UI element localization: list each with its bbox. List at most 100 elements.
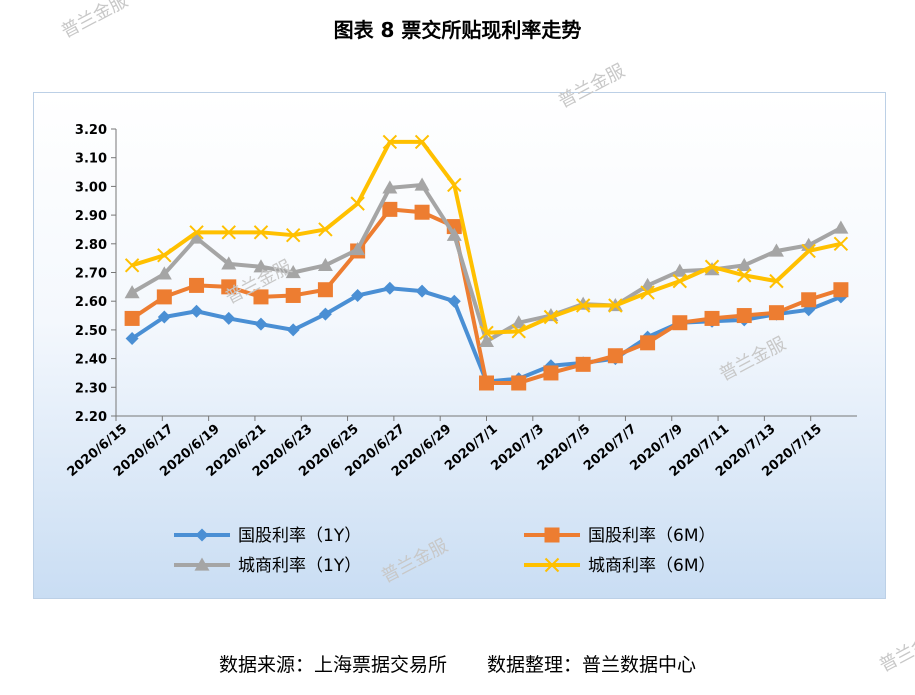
data-point xyxy=(382,201,398,217)
data-point xyxy=(318,307,332,321)
x-marker-stroke xyxy=(157,248,172,263)
source-note: 数据来源：上海票据交易所 数据整理：普兰数据中心 xyxy=(0,650,915,677)
data-point xyxy=(221,256,237,270)
data-point xyxy=(736,308,752,324)
legend-marker xyxy=(544,527,560,543)
data-point xyxy=(286,323,300,337)
data-point xyxy=(124,285,140,299)
data-point xyxy=(511,315,527,329)
legend-label: 城商利率（6M） xyxy=(588,556,715,576)
data-point xyxy=(156,266,172,280)
x-marker-stroke xyxy=(382,134,398,150)
data-point xyxy=(125,332,139,346)
data-point xyxy=(801,292,817,308)
x-marker-stroke xyxy=(608,298,623,313)
legend-item-4: 城商利率（6M） xyxy=(524,556,715,576)
data-point xyxy=(156,289,172,305)
y-tick-label: 3.20 xyxy=(75,123,107,138)
legend-label: 国股利率（6M） xyxy=(588,526,715,546)
data-point xyxy=(350,242,366,256)
data-point xyxy=(189,277,205,293)
legend-marker xyxy=(194,557,210,571)
data-point xyxy=(351,288,365,302)
data-point xyxy=(608,298,623,313)
data-point xyxy=(575,298,591,313)
data-point xyxy=(479,325,494,340)
data-point xyxy=(415,284,429,298)
data-point xyxy=(414,177,430,191)
chart-area: 2.20 2.30 2.40 2.50 2.60 2.70 2.80 2.90 3.00 3.10… xyxy=(33,92,886,599)
legend-item-2: 国股利率（6M） xyxy=(524,526,715,546)
data-point xyxy=(672,315,688,331)
data-point xyxy=(737,268,752,283)
data-point xyxy=(543,365,559,381)
x-marker-stroke xyxy=(189,225,204,240)
data-point xyxy=(222,311,236,325)
data-point xyxy=(769,273,784,289)
data-point xyxy=(157,248,172,263)
legend-item-3: 城商利率（1Y） xyxy=(174,556,361,576)
axes: 2.20 2.30 2.40 2.50 2.60 2.70 2.80 2.90 3.00 3.10… xyxy=(65,123,857,480)
data-point xyxy=(190,304,204,318)
y-tick-label: 2.60 xyxy=(75,295,107,310)
data-point xyxy=(640,335,656,351)
x-marker-stroke xyxy=(769,273,784,289)
data-point xyxy=(253,225,269,240)
data-point xyxy=(382,134,398,150)
data-point xyxy=(704,310,720,326)
data-point xyxy=(672,263,688,277)
x-marker-stroke xyxy=(221,225,236,240)
data-point xyxy=(317,257,333,271)
line-chart: 2.20 2.30 2.40 2.50 2.60 2.70 2.80 2.90 3.00 3.10… xyxy=(65,123,857,576)
data-point xyxy=(383,281,397,295)
chart-title: 图表 8 票交所贴现利率走势 xyxy=(333,18,582,42)
series-line xyxy=(130,207,842,385)
data-point xyxy=(253,259,269,273)
legend: 国股利率（1Y） 国股利率（6M） 城商利率（1Y） 城商利率（6M） xyxy=(174,526,715,576)
y-tick-label: 3.00 xyxy=(75,180,107,195)
x-marker-stroke xyxy=(124,258,140,273)
data-point xyxy=(221,225,236,240)
y-tick-label: 2.40 xyxy=(75,353,107,368)
legend-item-1: 国股利率（1Y） xyxy=(174,526,361,546)
data-point xyxy=(285,265,301,279)
data-point xyxy=(124,258,140,273)
legend-marker xyxy=(544,557,560,573)
data-point xyxy=(414,134,430,150)
data-point xyxy=(833,236,849,252)
data-point xyxy=(543,309,559,325)
series-lines xyxy=(124,134,849,391)
y-tick-label: 2.80 xyxy=(75,238,107,253)
data-point xyxy=(768,305,784,321)
y-tick-label: 2.90 xyxy=(75,209,107,224)
data-point xyxy=(672,273,688,289)
x-marker-stroke xyxy=(285,227,301,243)
data-point xyxy=(124,310,140,326)
x-marker-stroke xyxy=(801,243,816,259)
data-point xyxy=(479,333,494,348)
data-point xyxy=(285,287,301,303)
data-point xyxy=(640,285,655,300)
y-tick-label: 2.20 xyxy=(75,410,107,425)
data-point xyxy=(447,177,462,193)
data-point xyxy=(285,227,301,243)
data-point xyxy=(382,180,398,194)
data-compiler-text: 数据整理：普兰数据中心 xyxy=(487,654,697,676)
data-point xyxy=(350,196,365,211)
data-point xyxy=(318,222,333,237)
x-marker-stroke xyxy=(672,273,688,289)
data-point xyxy=(189,225,204,240)
x-marker-stroke xyxy=(833,236,849,252)
data-point xyxy=(479,375,494,391)
data-point xyxy=(801,243,816,259)
x-marker-stroke xyxy=(318,222,333,237)
legend-label: 城商利率（1Y） xyxy=(238,556,361,576)
data-point xyxy=(253,289,269,305)
data-point xyxy=(511,324,526,339)
x-marker-stroke xyxy=(737,268,752,283)
data-point xyxy=(768,243,784,257)
x-marker-stroke xyxy=(544,557,560,573)
series-4 xyxy=(124,134,849,340)
data-point xyxy=(317,282,333,298)
x-marker-stroke xyxy=(350,196,365,211)
